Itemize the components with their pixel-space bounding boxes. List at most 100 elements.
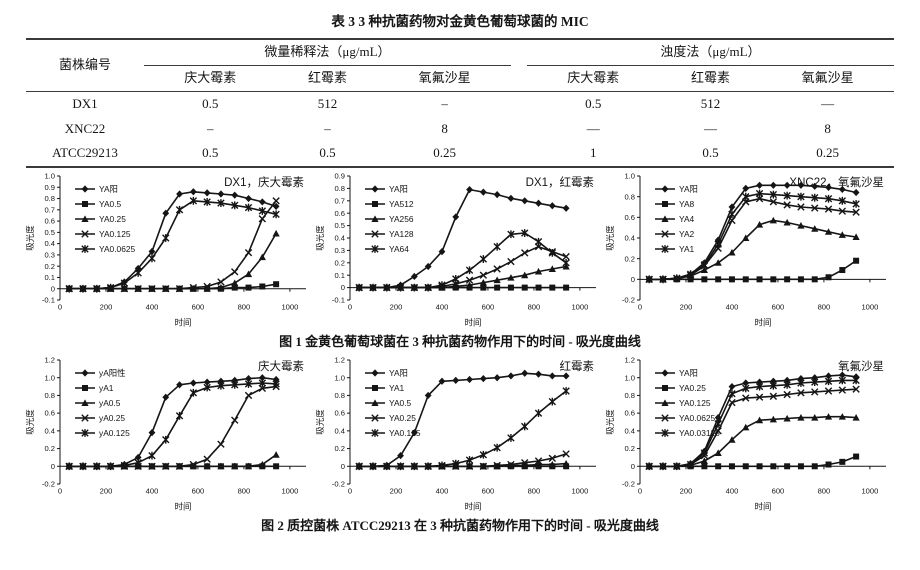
svg-text:200: 200 [100,487,113,496]
svg-text:0.5: 0.5 [334,221,345,230]
svg-text:600: 600 [482,487,495,496]
figure2-charts-row: -0.2 0 0.2 0.4 0.6 0.8 1.0 1.2 0 200 400 600 800 1000… [26,354,894,512]
svg-text:0: 0 [631,462,635,471]
table-row: ATCC29213 0.5 0.5 0.25 1 0.5 0.25 [26,141,894,167]
series-YA0.0625 [645,385,860,471]
chart-title: DX1，红霉素 [526,176,594,189]
y-axis-label: 吸光度 [316,225,325,251]
x-axis-label: 时间 [174,502,191,512]
svg-text:-0.1: -0.1 [332,296,345,305]
paper-page: 表 3 3 种抗菌药物对金黄色葡萄球菌的 MIC 菌株编号 微量稀释法（μg/m… [26,14,894,534]
svg-text:yA0.25: yA0.25 [99,413,125,423]
figure1-chart-dx1-erythromycin: -0.1 0 0.1 0.2 0.3 0.4 0.5 0.6 0.7 0.8 0.9 0 200 400 6… [316,170,604,328]
svg-text:0.2: 0.2 [334,444,345,453]
line-chart-svg: -0.200.20.40.60.81.01.20 200 400 600 800 1000… [316,356,596,512]
strain-cell: XNC22 [64,120,106,136]
legend: YA阳 YA0.5 YA0.25 YA0.125 YA0.0625 [75,184,136,254]
svg-text:0.4: 0.4 [44,239,55,248]
series-YA0.125 [65,197,280,293]
svg-text:1000: 1000 [861,487,878,496]
x-axis-label: 时间 [174,318,191,328]
line-chart-svg: -0.100.10.20.30.40.50.60.70.80.90 200 400 6… [316,172,596,328]
figure2-chart-gentamicin: -0.2 0 0.2 0.4 0.6 0.8 1.0 1.2 0 200 400 600 800 1000… [26,354,314,512]
y-axis-label: 吸光度 [606,225,615,251]
svg-text:0.4: 0.4 [624,234,635,243]
x-axis-label: 时间 [754,318,771,328]
svg-text:0.8: 0.8 [624,192,635,201]
svg-text:1.2: 1.2 [334,356,345,365]
table-row: DX1 0.5 512 – 0.5 512 — [26,91,894,116]
svg-text:YA0.125: YA0.125 [389,428,421,438]
figure1-charts-row: -0.1 0 0.1 0.2 0.3 0.4 0.5 0.6 0.7 0.8 0.9 1.0 0 200 4… [26,170,894,328]
figure2-caption: 图 2 质控菌株 ATCC29213 在 3 种抗菌药物作用下的时间 - 吸光度… [261,518,659,534]
svg-text:0.9: 0.9 [44,183,55,192]
drug-header: 庆大霉素 [526,65,660,92]
table-spacer [511,91,527,116]
series-YA0.0625 [65,197,280,293]
y-axis-label: 吸光度 [26,409,35,435]
svg-text:YA128: YA128 [389,229,414,239]
series-YA128 [355,243,570,292]
table-spacer [511,141,527,167]
svg-text:0.2: 0.2 [44,444,55,453]
line-chart-svg: -0.200.20.40.60.81.00 200 400 600 800 1000时间吸… [606,172,886,328]
svg-text:0.4: 0.4 [624,427,635,436]
svg-text:YA阳: YA阳 [389,184,408,194]
table-title: 表 3 3 种抗菌药物对金黄色葡萄球菌的 MIC [331,14,589,29]
svg-text:1000: 1000 [571,487,588,496]
svg-text:YA4: YA4 [679,214,695,224]
svg-text:-0.2: -0.2 [42,480,55,489]
svg-text:YA阳: YA阳 [679,184,698,194]
series-YA0.125 [355,387,570,471]
svg-text:yA0.5: yA0.5 [99,398,121,408]
table-row: XNC22 – – 8 — — 8 [26,117,894,142]
svg-text:400: 400 [436,487,449,496]
figure1-chart-xnc22-ofloxacin: -0.2 0 0.2 0.4 0.6 0.8 1.0 0 200 400 600 800 1000 时间吸… [606,170,894,328]
svg-text:0: 0 [348,487,352,496]
svg-text:600: 600 [482,303,495,312]
x-axis-label: 时间 [464,502,481,512]
svg-text:800: 800 [528,487,541,496]
svg-text:0.4: 0.4 [44,427,55,436]
chart-title: DX1，庆大霉素 [224,175,304,189]
svg-text:YA0.125: YA0.125 [99,229,131,239]
series-YA0.03125 [645,376,860,471]
svg-text:1000: 1000 [861,303,878,312]
svg-text:1.2: 1.2 [44,356,55,365]
svg-text:0.2: 0.2 [624,254,635,263]
drug-header: 红霉素 [659,65,762,92]
series-yA阳性 [65,374,280,471]
legend: YA阳 YA512 YA256 YA128 YA64 [365,184,414,254]
mic-value: 1 [590,145,597,161]
chart-title: 庆大霉素 [258,359,304,373]
svg-text:1000: 1000 [571,303,588,312]
svg-text:YA0.25: YA0.25 [389,413,416,423]
mic-value: — [586,120,600,136]
svg-text:YA0.0625: YA0.0625 [679,413,716,423]
svg-text:YA1: YA1 [389,383,405,393]
svg-text:800: 800 [818,487,831,496]
svg-text:yA阳性: yA阳性 [99,368,126,378]
mic-value: – [207,120,214,136]
svg-text:0.2: 0.2 [334,259,345,268]
legend: YA阳 YA1 YA0.5 YA0.25 YA0.125 [365,368,421,438]
svg-text:YA阳: YA阳 [679,368,698,378]
svg-text:0.9: 0.9 [334,172,345,181]
mic-value: 8 [441,120,448,136]
mic-value: 512 [700,95,721,111]
svg-text:0: 0 [638,487,642,496]
series-YA阳 [645,371,860,471]
y-axis-label: 吸光度 [26,225,35,251]
svg-text:YA2: YA2 [679,229,695,239]
svg-text:-0.2: -0.2 [622,480,635,489]
svg-text:600: 600 [192,487,205,496]
series-YA1 [645,189,860,284]
mic-value: 512 [317,95,338,111]
svg-text:600: 600 [772,487,785,496]
svg-text:1.0: 1.0 [624,172,635,181]
y-axis-label: 吸光度 [606,409,615,435]
drug-header: 庆大霉素 [144,65,277,92]
table-spacer [511,117,527,142]
chart-title: 红霉素 [560,360,595,373]
svg-text:0.8: 0.8 [334,184,345,193]
